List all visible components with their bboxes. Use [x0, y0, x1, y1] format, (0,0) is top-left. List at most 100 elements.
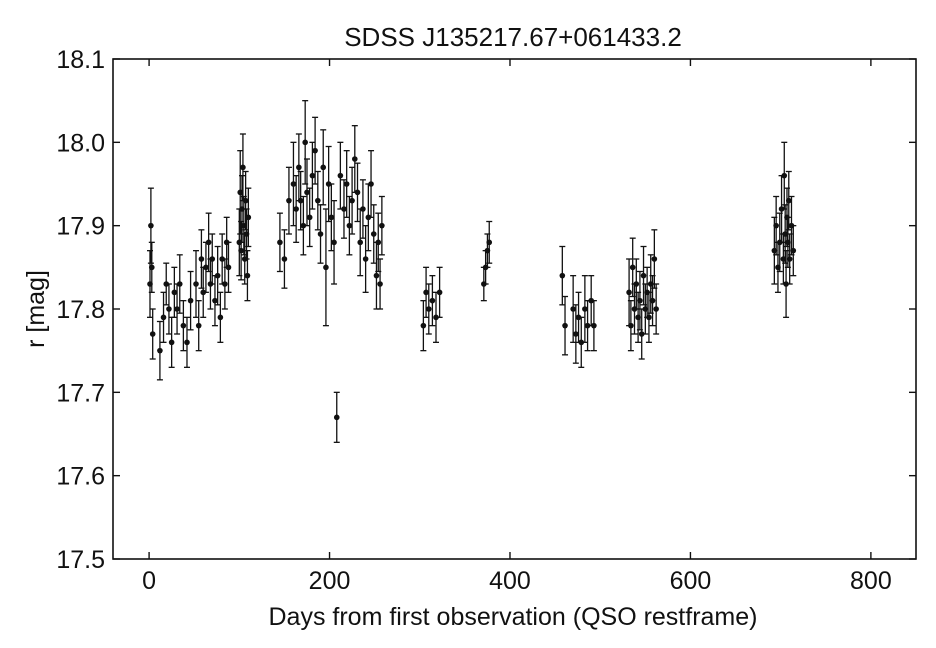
- point-marker: [209, 256, 216, 262]
- point-marker: [429, 297, 436, 304]
- data-point: [183, 316, 190, 368]
- point-marker: [328, 214, 335, 221]
- data-point: [781, 141, 788, 210]
- point-marker: [203, 264, 209, 271]
- y-axis-label: r [mag]: [22, 270, 50, 348]
- data-point: [436, 266, 443, 318]
- point-marker: [562, 322, 568, 329]
- point-marker: [573, 331, 579, 337]
- point-marker: [244, 272, 251, 279]
- point-marker: [379, 222, 385, 229]
- point-marker: [333, 414, 340, 421]
- data-point: [217, 291, 224, 343]
- point-marker: [187, 297, 194, 304]
- data-point: [559, 245, 566, 306]
- data-point: [370, 204, 377, 264]
- point-marker: [559, 272, 566, 279]
- point-marker: [171, 289, 178, 296]
- point-marker: [168, 339, 175, 346]
- point-marker: [578, 339, 585, 346]
- x-tick-label: 0: [142, 567, 156, 595]
- data-point: [211, 275, 218, 327]
- point-marker: [286, 197, 292, 204]
- data-point: [193, 250, 200, 318]
- data-point: [165, 283, 172, 335]
- point-marker: [205, 239, 212, 246]
- data-point: [357, 208, 364, 277]
- data-point: [281, 229, 288, 289]
- chart-title: SDSS J135217.67+061433.2: [344, 22, 682, 52]
- data-point: [160, 291, 167, 343]
- data-point: [354, 162, 361, 223]
- point-marker: [281, 256, 288, 262]
- data-point: [649, 275, 656, 327]
- point-marker: [312, 147, 318, 154]
- point-marker: [166, 306, 172, 312]
- point-marker: [360, 206, 366, 212]
- data-point: [214, 245, 221, 306]
- data-point: [309, 141, 316, 210]
- data-point: [300, 195, 307, 256]
- point-marker: [277, 239, 283, 246]
- data-point: [486, 220, 493, 264]
- point-marker: [783, 281, 789, 287]
- data-points: [146, 100, 797, 443]
- point-marker: [290, 181, 297, 187]
- point-marker: [420, 322, 427, 329]
- y-tick-label: 17.7: [56, 379, 105, 407]
- point-marker: [217, 314, 224, 321]
- data-point: [653, 283, 660, 335]
- data-point: [340, 179, 347, 239]
- point-marker: [354, 189, 361, 196]
- point-marker: [174, 306, 180, 312]
- data-point: [328, 183, 335, 252]
- point-marker: [346, 222, 353, 229]
- data-point: [195, 300, 202, 352]
- point-marker: [296, 164, 302, 171]
- point-marker: [436, 289, 443, 296]
- data-point: [629, 237, 636, 298]
- x-tick-label: 200: [309, 567, 351, 595]
- data-point: [636, 270, 643, 331]
- data-point: [349, 166, 356, 235]
- point-marker: [331, 239, 337, 246]
- x-tick-label: 600: [670, 567, 712, 595]
- data-point: [346, 195, 353, 256]
- data-point: [433, 291, 440, 343]
- data-point: [359, 179, 366, 239]
- point-marker: [238, 247, 244, 254]
- data-point: [337, 141, 344, 210]
- point-marker: [352, 156, 358, 162]
- data-point: [180, 300, 187, 352]
- data-point: [244, 250, 251, 302]
- data-point: [626, 258, 633, 327]
- point-marker: [640, 272, 647, 279]
- point-marker: [626, 289, 632, 296]
- data-point: [156, 320, 163, 381]
- point-marker: [212, 297, 218, 304]
- point-marker: [302, 139, 308, 146]
- y-tick-label: 18.0: [56, 129, 105, 157]
- data-point: [377, 258, 384, 310]
- point-marker: [304, 189, 310, 196]
- point-marker: [423, 289, 429, 296]
- point-marker: [317, 231, 324, 237]
- data-point: [148, 241, 155, 293]
- y-tick-label: 17.5: [56, 546, 105, 574]
- data-point: [285, 166, 292, 235]
- data-point: [242, 170, 249, 231]
- point-marker: [629, 264, 636, 271]
- data-point: [149, 308, 156, 360]
- point-marker: [297, 197, 304, 204]
- data-point: [790, 225, 797, 277]
- data-point: [368, 150, 375, 218]
- point-marker: [198, 256, 205, 262]
- data-point: [187, 270, 194, 331]
- point-marker: [653, 306, 659, 312]
- point-marker: [785, 197, 792, 204]
- data-point: [331, 200, 338, 285]
- point-marker: [781, 172, 788, 179]
- data-point: [570, 275, 577, 343]
- data-point: [590, 300, 597, 352]
- point-marker: [300, 222, 307, 229]
